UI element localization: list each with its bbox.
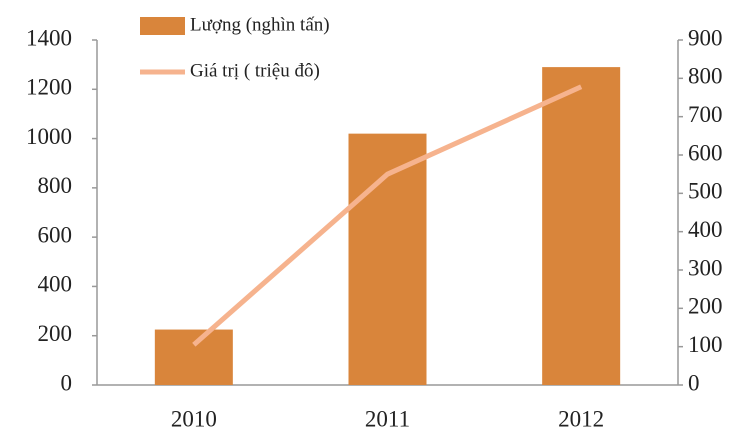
y2-tick-label: 300	[688, 255, 723, 280]
x-tick-label: 2011	[365, 406, 410, 431]
legend-label: Lượng (nghìn tấn)	[190, 14, 330, 35]
bar	[348, 133, 427, 385]
line	[192, 84, 583, 347]
y-tick-label: 1000	[26, 124, 72, 149]
y2-tick-label: 900	[688, 25, 723, 50]
y-tick-label: 200	[38, 321, 73, 346]
y2-tick-label: 500	[688, 179, 723, 204]
y-tick-label: 1400	[26, 25, 72, 50]
y2-tick-label: 600	[688, 140, 723, 165]
y-tick-label: 400	[38, 272, 73, 297]
y2-tick-label: 200	[688, 294, 723, 319]
y2-tick-label: 800	[688, 64, 723, 89]
y-tick-label: 0	[61, 370, 73, 395]
x-tick-label: 2010	[171, 406, 217, 431]
legend-label: Giá trị ( triệu đô)	[190, 60, 320, 81]
y-tick-label: 1200	[26, 75, 72, 100]
legend-swatch	[140, 17, 185, 35]
y2-tick-label: 100	[688, 332, 723, 357]
y2-tick-label: 400	[688, 217, 723, 242]
y-tick-label: 800	[38, 173, 73, 198]
x-tick-label: 2012	[558, 406, 604, 431]
bar	[154, 329, 233, 385]
y2-tick-label: 0	[688, 370, 700, 395]
bar	[542, 67, 621, 385]
y2-tick-label: 700	[688, 102, 723, 127]
y-tick-label: 600	[38, 222, 73, 247]
